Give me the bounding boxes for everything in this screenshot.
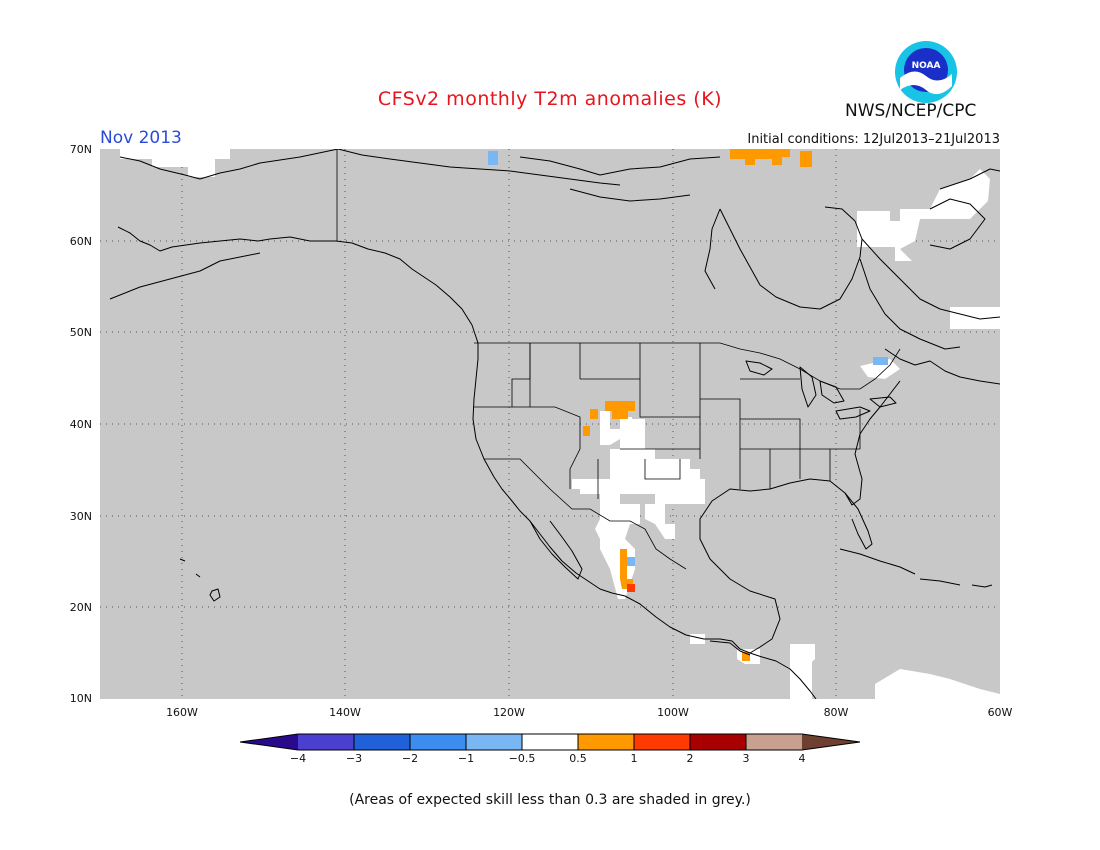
initial-conditions: Initial conditions: 12Jul2013–21Jul2013 bbox=[747, 132, 1000, 147]
lat-label-10n: 10N bbox=[69, 692, 92, 705]
lon-label-140w: 140W bbox=[329, 706, 361, 719]
map-title: CFSv2 monthly T2m anomalies (K) bbox=[377, 88, 723, 110]
colorbar-bin-4 bbox=[466, 734, 522, 750]
lat-label-70n: 70N bbox=[69, 143, 92, 156]
colorbar-bin-1 bbox=[298, 734, 354, 750]
colorbar-bin-3 bbox=[410, 734, 466, 750]
lon-label-80w: 80W bbox=[823, 706, 849, 719]
colorbar-tick: 0.5 bbox=[569, 752, 587, 765]
lon-label-160w: 160W bbox=[166, 706, 198, 719]
colorbar-tick: 3 bbox=[742, 752, 750, 765]
lon-label-120w: 120W bbox=[493, 706, 525, 719]
forecast-month: Nov 2013 bbox=[100, 128, 182, 148]
skill-footnote: (Areas of expected skill less than 0.3 a… bbox=[349, 792, 751, 808]
logo-wave bbox=[900, 71, 952, 95]
neutral-anomaly-regions bbox=[120, 149, 1000, 699]
noaa-logo: NOAA bbox=[895, 41, 957, 103]
colorbar-bin-5 bbox=[522, 734, 578, 750]
colorbar-tick: 1 bbox=[630, 752, 638, 765]
map-gridlines bbox=[100, 149, 1000, 699]
colorbar-high-arrow bbox=[802, 734, 860, 750]
colorbar-bin-2 bbox=[354, 734, 410, 750]
colorbar-low-arrow bbox=[240, 734, 298, 750]
colorbar-bin-8 bbox=[690, 734, 746, 750]
colorbar-tick: 2 bbox=[686, 752, 694, 765]
colorbar-bin-7 bbox=[634, 734, 690, 750]
colorbar-tick: 4 bbox=[798, 752, 806, 765]
colorbar-tick: −1 bbox=[457, 752, 475, 765]
lat-label-40n: 40N bbox=[69, 418, 92, 431]
colorbar-tick: −2 bbox=[401, 752, 419, 765]
colorbar-tick: −3 bbox=[345, 752, 363, 765]
lat-label-50n: 50N bbox=[69, 326, 92, 339]
lat-label-30n: 30N bbox=[69, 510, 92, 523]
political-boundaries bbox=[336, 149, 901, 570]
lon-label-100w: 100W bbox=[657, 706, 689, 719]
warm-anomaly-regions bbox=[583, 149, 812, 661]
colorbar-tick: −0.5 bbox=[508, 752, 536, 765]
anomaly-map bbox=[100, 149, 1000, 699]
cool-anomaly-regions bbox=[488, 151, 888, 566]
colorbar-outline bbox=[240, 733, 861, 751]
lat-label-20n: 20N bbox=[69, 601, 92, 614]
strong-warm-anomaly-region bbox=[627, 584, 635, 592]
colorbar-tick: −4 bbox=[289, 752, 307, 765]
logo-text: NOAA bbox=[912, 61, 941, 71]
colorbar-bin-9 bbox=[746, 734, 802, 750]
colorbar-bin-6 bbox=[578, 734, 634, 750]
coastlines-and-borders bbox=[109, 149, 1000, 699]
agency-label: NWS/NCEP/CPC bbox=[845, 101, 977, 121]
lon-label-60w: 60W bbox=[987, 706, 1013, 719]
lat-label-60n: 60N bbox=[69, 235, 92, 248]
colorbar bbox=[240, 733, 861, 751]
